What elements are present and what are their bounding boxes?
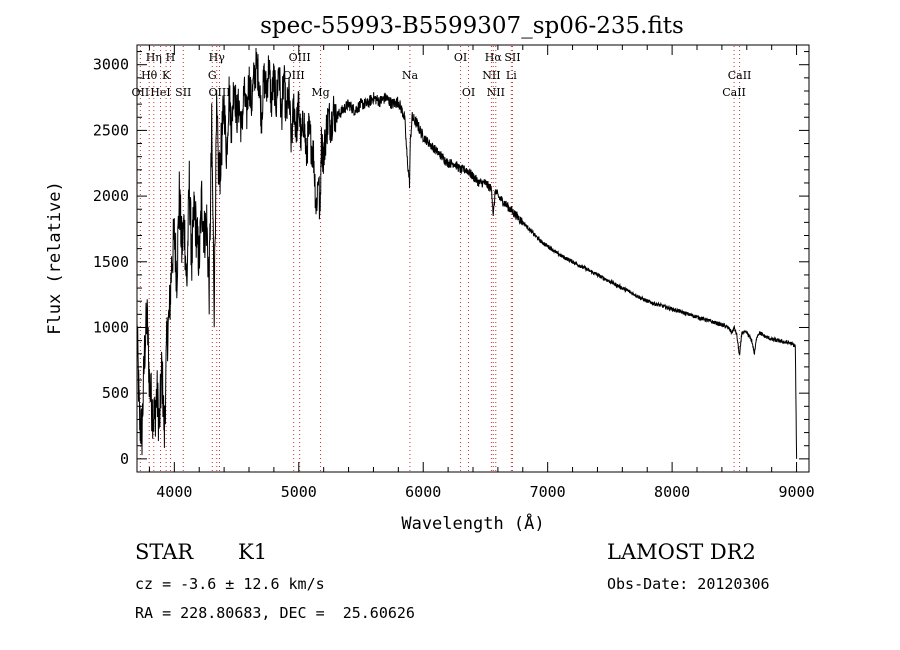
x-tick-label: 9000: [778, 483, 814, 501]
marker-label: NII: [487, 86, 505, 99]
y-tick-label: 3000: [93, 56, 129, 74]
object-subclass: K1: [238, 540, 268, 564]
chart-title: spec-55993-B5599307_sp06-235.fits: [260, 13, 684, 39]
y-tick-label: 500: [102, 384, 129, 402]
y-tick-label: 1000: [93, 318, 129, 336]
marker-label: CaII: [722, 86, 746, 99]
marker-label: Hγ: [209, 51, 226, 64]
y-tick-label: 0: [120, 450, 129, 468]
marker-label: OIII: [208, 86, 230, 99]
marker-label: Mg: [311, 86, 329, 99]
x-tick-label: 5000: [281, 483, 317, 501]
x-tick-label: 4000: [156, 483, 192, 501]
marker-label: Hη: [146, 51, 162, 64]
marker-label: NII: [482, 69, 500, 82]
x-tick-label: 7000: [530, 483, 566, 501]
marker-label: Na: [402, 69, 419, 82]
marker-label: G: [208, 69, 217, 82]
survey-name: LAMOST DR2: [607, 540, 756, 564]
marker-label: Hα: [485, 51, 503, 64]
x-tick-label: 8000: [654, 483, 690, 501]
x-tick-label: 6000: [405, 483, 441, 501]
marker-label: OIII: [289, 51, 311, 64]
y-tick-label: 2500: [93, 121, 129, 139]
marker-label: SII: [175, 86, 191, 99]
x-axis-label: Wavelength (Å): [401, 512, 544, 534]
spectrum-line: [136, 47, 798, 459]
marker-label: OIII: [283, 69, 305, 82]
marker-label: SII: [504, 51, 520, 64]
marker-label: H: [166, 51, 176, 64]
spectral-line-markers: [139, 46, 741, 472]
marker-label: OI: [454, 51, 467, 64]
marker-label: K: [162, 69, 171, 82]
axes: 4000 5000 6000 7000 8000 9000 0 500 1000 1500 2000…: [93, 45, 815, 501]
marker-label: Li: [506, 69, 517, 82]
ra-dec: RA = 228.80683, DEC = 25.60626: [135, 604, 415, 622]
object-class: STAR: [135, 540, 194, 564]
marker-label: OI: [462, 86, 475, 99]
observation-date: Obs-Date: 20120306: [607, 575, 770, 593]
marker-label: OII: [132, 86, 150, 99]
y-tick-label: 1500: [93, 253, 129, 271]
y-tick-label: 2000: [93, 187, 129, 205]
spectral-line-labels: OII Hθ Hη HeI KH SII Hγ G OIII OIII OIII Mg Na OI OI NI…: [132, 51, 752, 99]
redshift-cz: cz = -3.6 ± 12.6 km/s: [135, 575, 325, 593]
marker-label: Hθ: [141, 69, 158, 82]
marker-label: CaII: [728, 69, 752, 82]
marker-label: HeI: [150, 86, 170, 99]
y-axis-label: Flux (relative): [45, 181, 65, 335]
